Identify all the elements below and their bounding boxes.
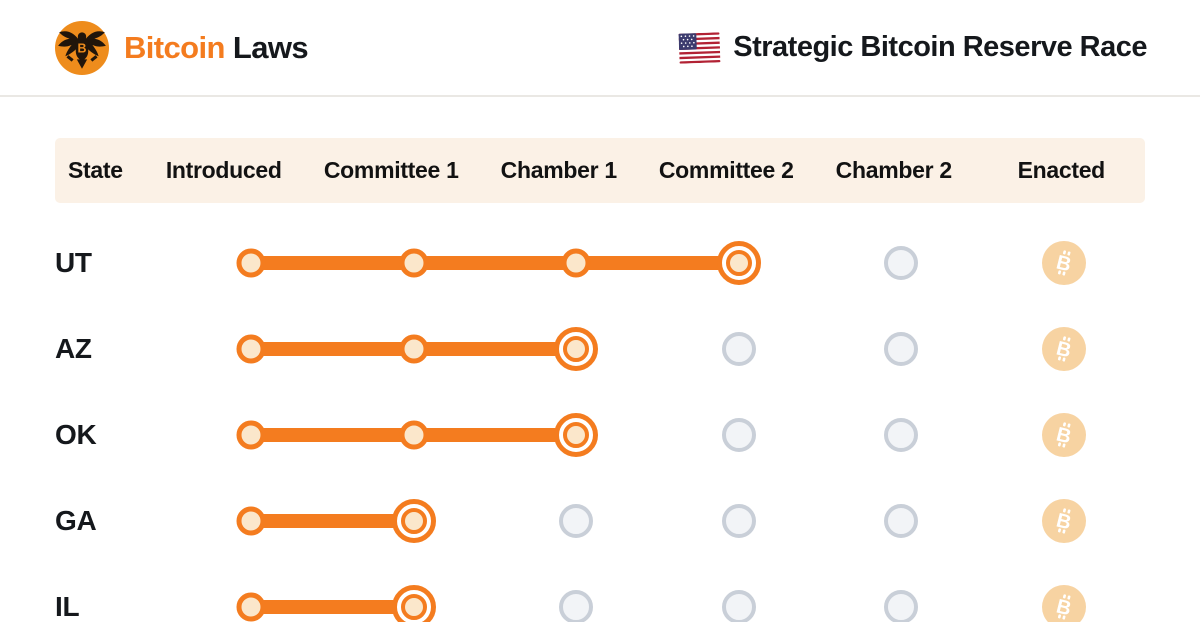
state-label: AZ [55,333,92,364]
stage-dot-pending [721,332,756,366]
bitcoin-enacted-icon: B [1041,327,1086,371]
stage-dot-pending [884,590,919,622]
svg-text:B: B [1054,424,1073,449]
svg-text:B: B [1054,596,1073,621]
bitcoin-enacted-icon: B [1041,499,1086,543]
progress-track: B [170,392,1145,478]
column-header-committee-2: Committee 2 [658,157,794,183]
column-header-enacted: Enacted [1017,157,1106,183]
state-label: UT [55,247,92,278]
stage-dot-completed [399,334,429,364]
stage-dot-completed [399,420,429,450]
stage-dot-current-inner [563,422,590,448]
brand-title-bitcoin: Bitcoin [124,29,225,65]
stage-dot-pending [884,332,919,366]
stage-dot-pending [559,590,594,622]
brand-title: Bitcoin Laws [124,29,309,66]
progress-line [251,600,414,614]
stage-dot-pending [884,418,919,452]
progress-track: B [170,564,1145,622]
state-label: IL [55,591,80,622]
stage-dot-completed [236,248,266,278]
column-header-state: State [68,157,123,183]
stage-dot-pending [721,418,756,452]
svg-text:B: B [78,41,87,55]
stage-dot-pending [559,504,594,538]
brand-title-laws: Laws [232,29,309,65]
bitcoin-enacted-icon: B [1041,413,1086,457]
stage-dot-current-inner [400,594,427,620]
table-row[interactable]: GA B [55,478,1145,564]
progress-line [251,256,739,270]
table-column-header: State Introduced Committee 1 Chamber 1 C… [55,138,1145,203]
stage-dot-completed [399,248,429,278]
stage-dot-current [554,327,599,371]
column-header-chamber-1: Chamber 1 [500,157,617,183]
stage-dot-completed [236,420,266,450]
stage-dot-pending [884,246,919,280]
svg-text:B: B [1054,510,1073,535]
stage-dot-completed [236,592,266,622]
bitcoin-enacted-icon: B [1041,241,1086,285]
table-row[interactable]: OK B [55,392,1145,478]
progress-track: B [170,220,1145,306]
stage-dot-pending [721,504,756,538]
column-header-chamber-2: Chamber 2 [835,157,952,183]
stage-dot-completed [236,506,266,536]
stage-dot-current [554,413,599,457]
stage-dot-pending [884,504,919,538]
stage-dot-current [391,585,436,622]
stage-dot-current [716,241,761,285]
stage-dot-pending [721,590,756,622]
state-label: GA [55,505,97,536]
column-header-introduced: Introduced [165,157,282,183]
table-row[interactable]: UT B [55,220,1145,306]
page-title-text: Strategic Bitcoin Reserve Race [733,31,1147,63]
top-header: B Bitcoin Laws [0,0,1200,97]
progress-track: B [170,306,1145,392]
rows: UT B AZ B OK B GA B IL B [55,203,1145,622]
table-row[interactable]: IL B [55,564,1145,622]
progress-track: B [170,478,1145,564]
stage-dot-current-inner [563,336,590,362]
table-row[interactable]: AZ B [55,306,1145,392]
stage-dot-completed [236,334,266,364]
page-title: Strategic Bitcoin Reserve Race [678,31,1147,64]
bitcoin-laws-eagle-logo-icon: B [55,20,109,75]
us-flag-icon [678,31,721,64]
stage-dot-current-inner [400,508,427,534]
stage-dot-current [391,499,436,543]
column-header-committee-1: Committee 1 [323,157,459,183]
brand-link[interactable]: B Bitcoin Laws [55,20,309,75]
bitcoin-enacted-icon: B [1041,585,1086,622]
state-label: OK [55,419,97,450]
stage-dot-current-inner [725,250,752,276]
progress-line [251,514,414,528]
svg-text:B: B [1054,252,1073,277]
svg-text:B: B [1054,338,1073,363]
stage-dot-completed [561,248,591,278]
